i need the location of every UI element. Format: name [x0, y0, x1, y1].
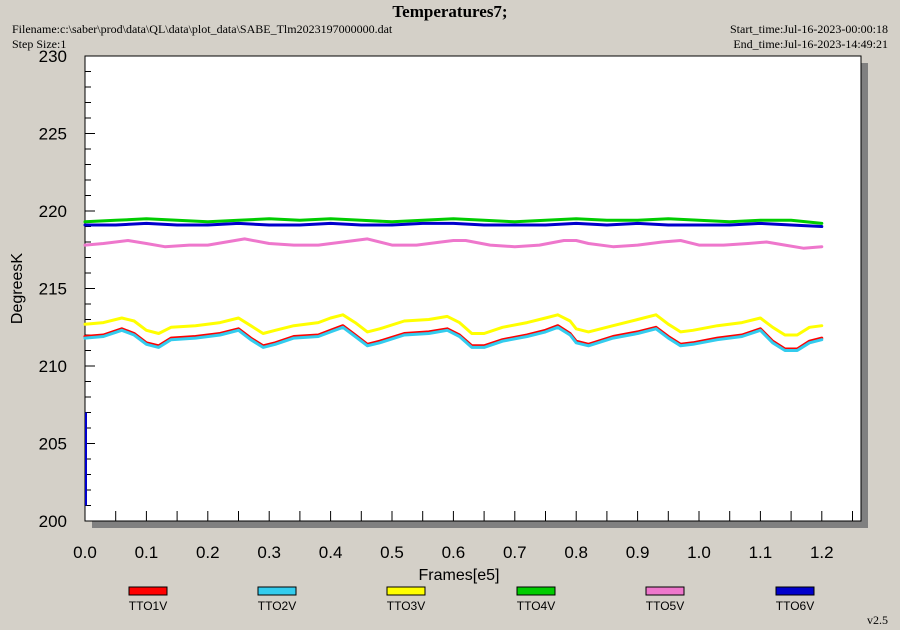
legend-swatch	[386, 586, 426, 596]
series-line-tto4v	[83, 217, 824, 225]
legend-label: TTO3V	[387, 599, 425, 613]
series-line-tto2v	[83, 325, 824, 352]
x-tick-label: 1.1	[749, 543, 773, 562]
legend-item-tto6v: TTO6V	[775, 586, 815, 613]
x-tick-label: 0.1	[135, 543, 159, 562]
x-tick-label: 0.9	[626, 543, 650, 562]
legend-swatch	[257, 586, 297, 596]
legend-item-tto5v: TTO5V	[645, 586, 685, 613]
y-tick-label: 210	[39, 357, 67, 376]
y-tick-label: 230	[39, 47, 67, 66]
legend-label: TTO1V	[129, 599, 167, 613]
legend-swatch	[128, 586, 168, 596]
y-tick-label: 215	[39, 280, 67, 299]
x-tick-label: 0.4	[319, 543, 343, 562]
x-tick-label: 0.0	[73, 543, 97, 562]
x-tick-label: 1.0	[687, 543, 711, 562]
x-tick-label: 0.5	[380, 543, 404, 562]
y-tick-label: 205	[39, 435, 67, 454]
series-line-tto5v	[83, 237, 824, 250]
legend-item-tto1v: TTO1V	[128, 586, 168, 613]
legend-label: TTO5V	[646, 599, 684, 613]
x-tick-label: 0.7	[503, 543, 527, 562]
start-time-label: Start_time:Jul-16-2023-00:00:18	[730, 22, 888, 36]
chart-title: Temperatures7;	[392, 2, 508, 21]
legend-item-tto4v: TTO4V	[516, 586, 556, 613]
series-line-tto6v	[83, 221, 824, 228]
legend-swatch	[775, 586, 815, 596]
y-axis-label: DegreesK	[9, 253, 26, 324]
legend-swatch	[645, 586, 685, 596]
legend-label: TTO4V	[517, 599, 555, 613]
legend-swatch	[516, 586, 556, 596]
version-label: v2.5	[867, 613, 888, 627]
legend-item-tto3v: TTO3V	[386, 586, 426, 613]
step-size-label: Step Size:1	[12, 37, 67, 51]
filename-label: Filename:c:\saber\prod\data\QL\data\plot…	[12, 22, 393, 36]
y-tick-label: 220	[39, 202, 67, 221]
legend-label: TTO2V	[258, 599, 296, 613]
series-line-tto3v	[83, 313, 824, 337]
y-tick-label: 200	[39, 512, 67, 531]
x-tick-label: 0.8	[564, 543, 588, 562]
legend-label: TTO6V	[776, 599, 814, 613]
x-axis-label: Frames[e5]	[419, 567, 500, 584]
end-time-label: End_time:Jul-16-2023-14:49:21	[733, 37, 888, 51]
x-tick-label: 0.3	[257, 543, 281, 562]
x-tick-label: 1.2	[810, 543, 834, 562]
x-tick-label: 0.2	[196, 543, 220, 562]
legend-item-tto2v: TTO2V	[257, 586, 297, 613]
plot-area	[84, 55, 862, 522]
y-tick-label: 225	[39, 125, 67, 144]
x-tick-label: 0.6	[442, 543, 466, 562]
